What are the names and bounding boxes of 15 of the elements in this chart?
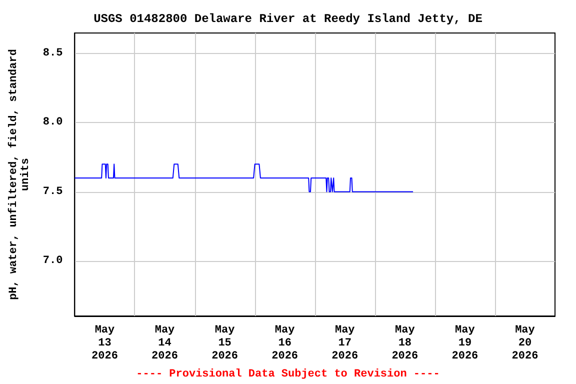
- x-tick-label: May 13 2026: [92, 324, 118, 362]
- x-tick-label: May 16 2026: [272, 324, 298, 362]
- chart-title: USGS 01482800 Delaware River at Reedy Island Jetty, DE: [94, 12, 482, 26]
- y-tick-label: 7.5: [42, 186, 64, 198]
- x-tick-label: May 14 2026: [152, 324, 178, 362]
- y-tick-label: 7.0: [42, 254, 63, 267]
- y-axis-title: pH, water, unfiltered, field, standard units: [7, 49, 32, 300]
- y-tick-label: 8.0: [42, 116, 63, 129]
- x-tick-label: May 19 2026: [452, 324, 478, 362]
- x-tick-label: May 18 2026: [392, 324, 418, 362]
- text: ---- Provisional Data Subject to Revision ----: [136, 368, 440, 380]
- y-tick-label: 8.5: [42, 48, 64, 60]
- x-tick-label: May 15 2026: [212, 324, 238, 362]
- x-tick-label: May 20 2026: [512, 324, 538, 362]
- x-tick-label: May 17 2026: [332, 324, 358, 362]
